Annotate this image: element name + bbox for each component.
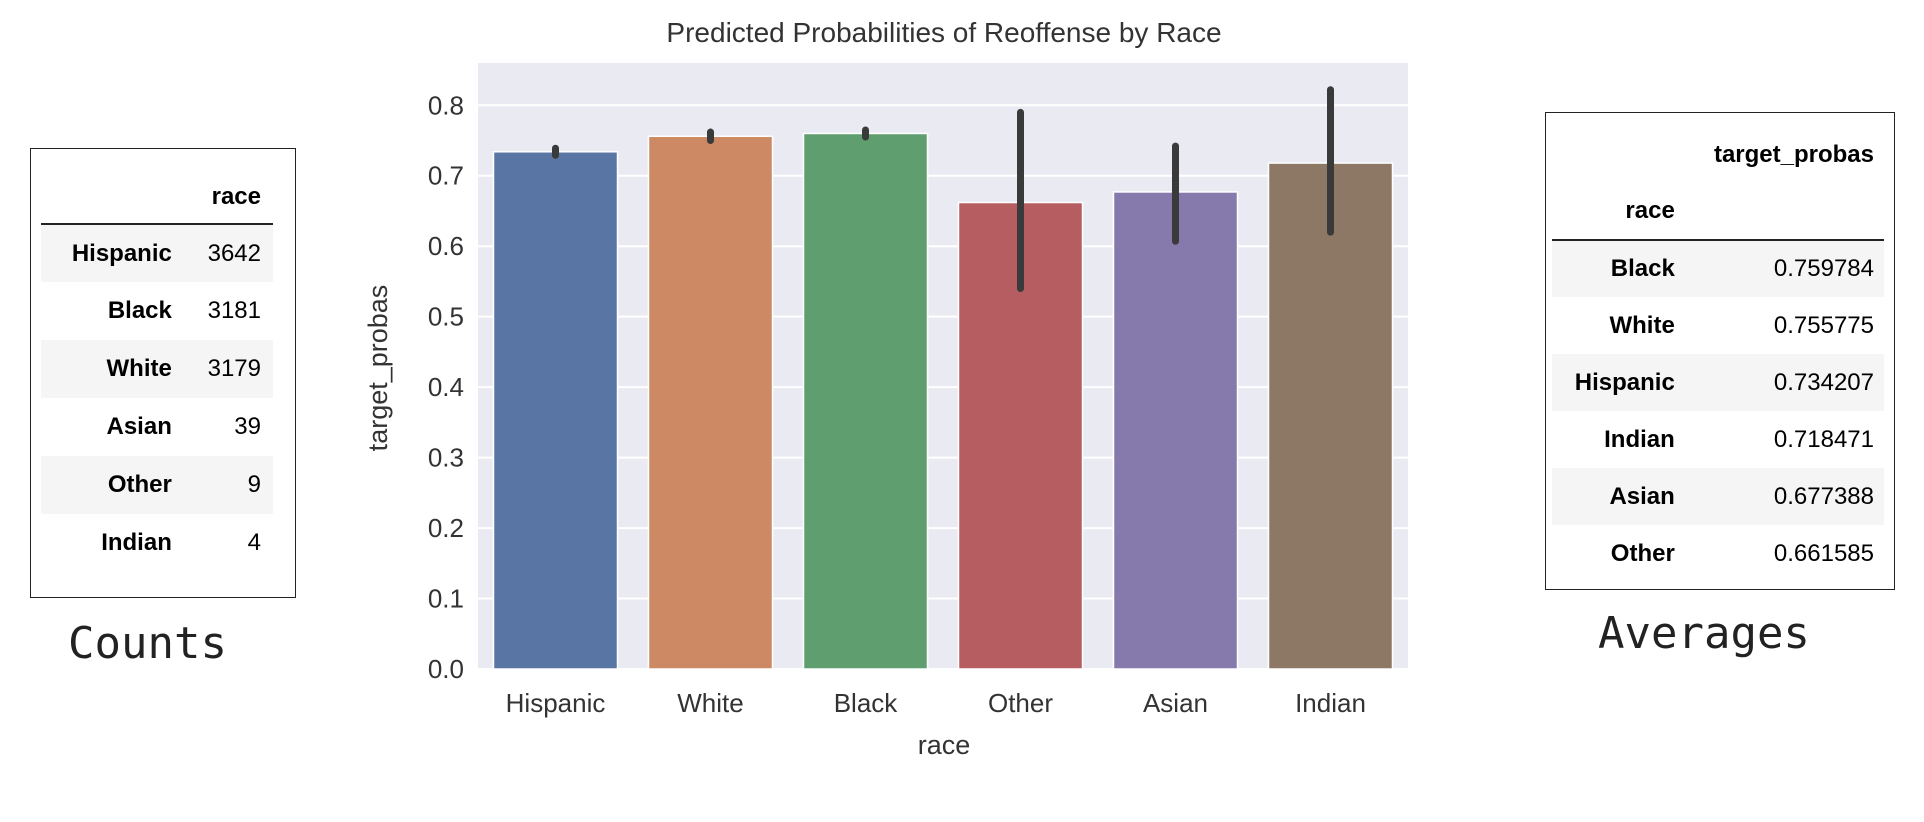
x-tick-label: Asian xyxy=(1143,688,1208,718)
averages-table-box: target_probas race Black 0.759784 White … xyxy=(1545,112,1895,590)
averages-table: target_probas race Black 0.759784 White … xyxy=(1552,127,1884,582)
counts-table-box: race Hispanic 3642 Black 3181 White 3179… xyxy=(30,148,296,598)
x-tick-label: Other xyxy=(988,688,1053,718)
row-label: White xyxy=(106,355,172,382)
row-label: Indian xyxy=(101,529,172,556)
table-row: Black 3181 xyxy=(41,282,273,340)
row-value: 0.677388 xyxy=(1773,482,1874,510)
bar-asian xyxy=(1112,191,1239,670)
x-tick-label: Indian xyxy=(1295,688,1366,718)
averages-column-header: target_probas xyxy=(1713,141,1874,168)
y-tick-label: 0.4 xyxy=(428,372,464,402)
row-label: Hispanic xyxy=(71,239,172,267)
counts-index-header xyxy=(41,171,184,224)
gridlines xyxy=(478,104,1408,670)
row-value: 0.734207 xyxy=(1773,368,1874,396)
table-row: Indian 0.718471 xyxy=(1552,411,1884,468)
row-value: 39 xyxy=(234,413,261,440)
table-row: Asian 39 xyxy=(41,398,273,456)
y-axis-label: target_probas xyxy=(363,285,393,452)
bar-indian xyxy=(1267,162,1394,670)
row-value: 0.661585 xyxy=(1773,539,1874,567)
y-tick-label: 0.0 xyxy=(428,654,464,684)
table-row: Hispanic 0.734207 xyxy=(1552,354,1884,411)
row-label: Black xyxy=(107,297,172,324)
row-label: Asian xyxy=(1609,482,1675,510)
averages-caption: Averages xyxy=(1598,608,1810,659)
y-tick-label: 0.8 xyxy=(428,90,464,120)
row-value: 0.755775 xyxy=(1773,311,1874,339)
table-row: Other 9 xyxy=(41,456,273,514)
y-tick-label: 0.7 xyxy=(428,161,464,191)
bar-white xyxy=(647,135,774,670)
counts-column-header: race xyxy=(211,183,261,210)
table-row: White 0.755775 xyxy=(1552,297,1884,354)
row-label: Other xyxy=(1610,539,1675,567)
y-tick-labels: 0.0 0.1 0.2 0.3 0.4 0.5 0.6 0.7 0.8 xyxy=(428,90,464,684)
table-row: Indian 4 xyxy=(41,514,273,572)
table-row: Black 0.759784 xyxy=(1552,240,1884,297)
bar-chart: Predicted Probabilities of Reoffense by … xyxy=(363,17,1408,760)
bar-black xyxy=(802,132,929,670)
row-label: Hispanic xyxy=(1574,368,1675,396)
row-value: 3179 xyxy=(207,355,261,382)
table-row: Hispanic 3642 xyxy=(41,224,273,282)
counts-caption: Counts xyxy=(68,618,227,669)
row-value: 3181 xyxy=(207,297,261,324)
y-tick-label: 0.3 xyxy=(428,443,464,473)
averages-empty-header xyxy=(1685,183,1884,240)
row-value: 0.718471 xyxy=(1773,425,1874,453)
averages-corner-cell xyxy=(1552,127,1685,183)
row-label: Asian xyxy=(106,413,172,440)
row-value: 4 xyxy=(247,529,261,556)
row-label: White xyxy=(1609,311,1675,339)
x-tick-label: Hispanic xyxy=(506,688,606,718)
x-tick-labels: Hispanic White Black Other Asian Indian xyxy=(506,688,1366,718)
y-tick-label: 0.6 xyxy=(428,231,464,261)
table-row: White 3179 xyxy=(41,340,273,398)
row-label: Other xyxy=(107,471,172,498)
y-tick-label: 0.1 xyxy=(428,584,464,614)
plot-background xyxy=(478,63,1408,669)
table-row: Other 0.661585 xyxy=(1552,525,1884,582)
table-row: Asian 0.677388 xyxy=(1552,468,1884,525)
row-label: Indian xyxy=(1604,425,1675,453)
x-tick-label: White xyxy=(677,688,743,718)
counts-table: race Hispanic 3642 Black 3181 White 3179… xyxy=(41,171,273,572)
x-tick-label: Black xyxy=(834,688,899,718)
y-tick-label: 0.5 xyxy=(428,302,464,332)
error-bars xyxy=(552,86,1334,292)
averages-index-header: race xyxy=(1625,197,1675,224)
chart-title: Predicted Probabilities of Reoffense by … xyxy=(666,17,1221,48)
y-tick-label: 0.2 xyxy=(428,513,464,543)
row-label: Black xyxy=(1610,255,1675,282)
row-value: 9 xyxy=(247,471,261,498)
x-axis-label: race xyxy=(918,730,971,760)
row-value: 0.759784 xyxy=(1773,255,1874,282)
row-value: 3642 xyxy=(207,239,261,267)
bar-hispanic xyxy=(492,151,619,670)
